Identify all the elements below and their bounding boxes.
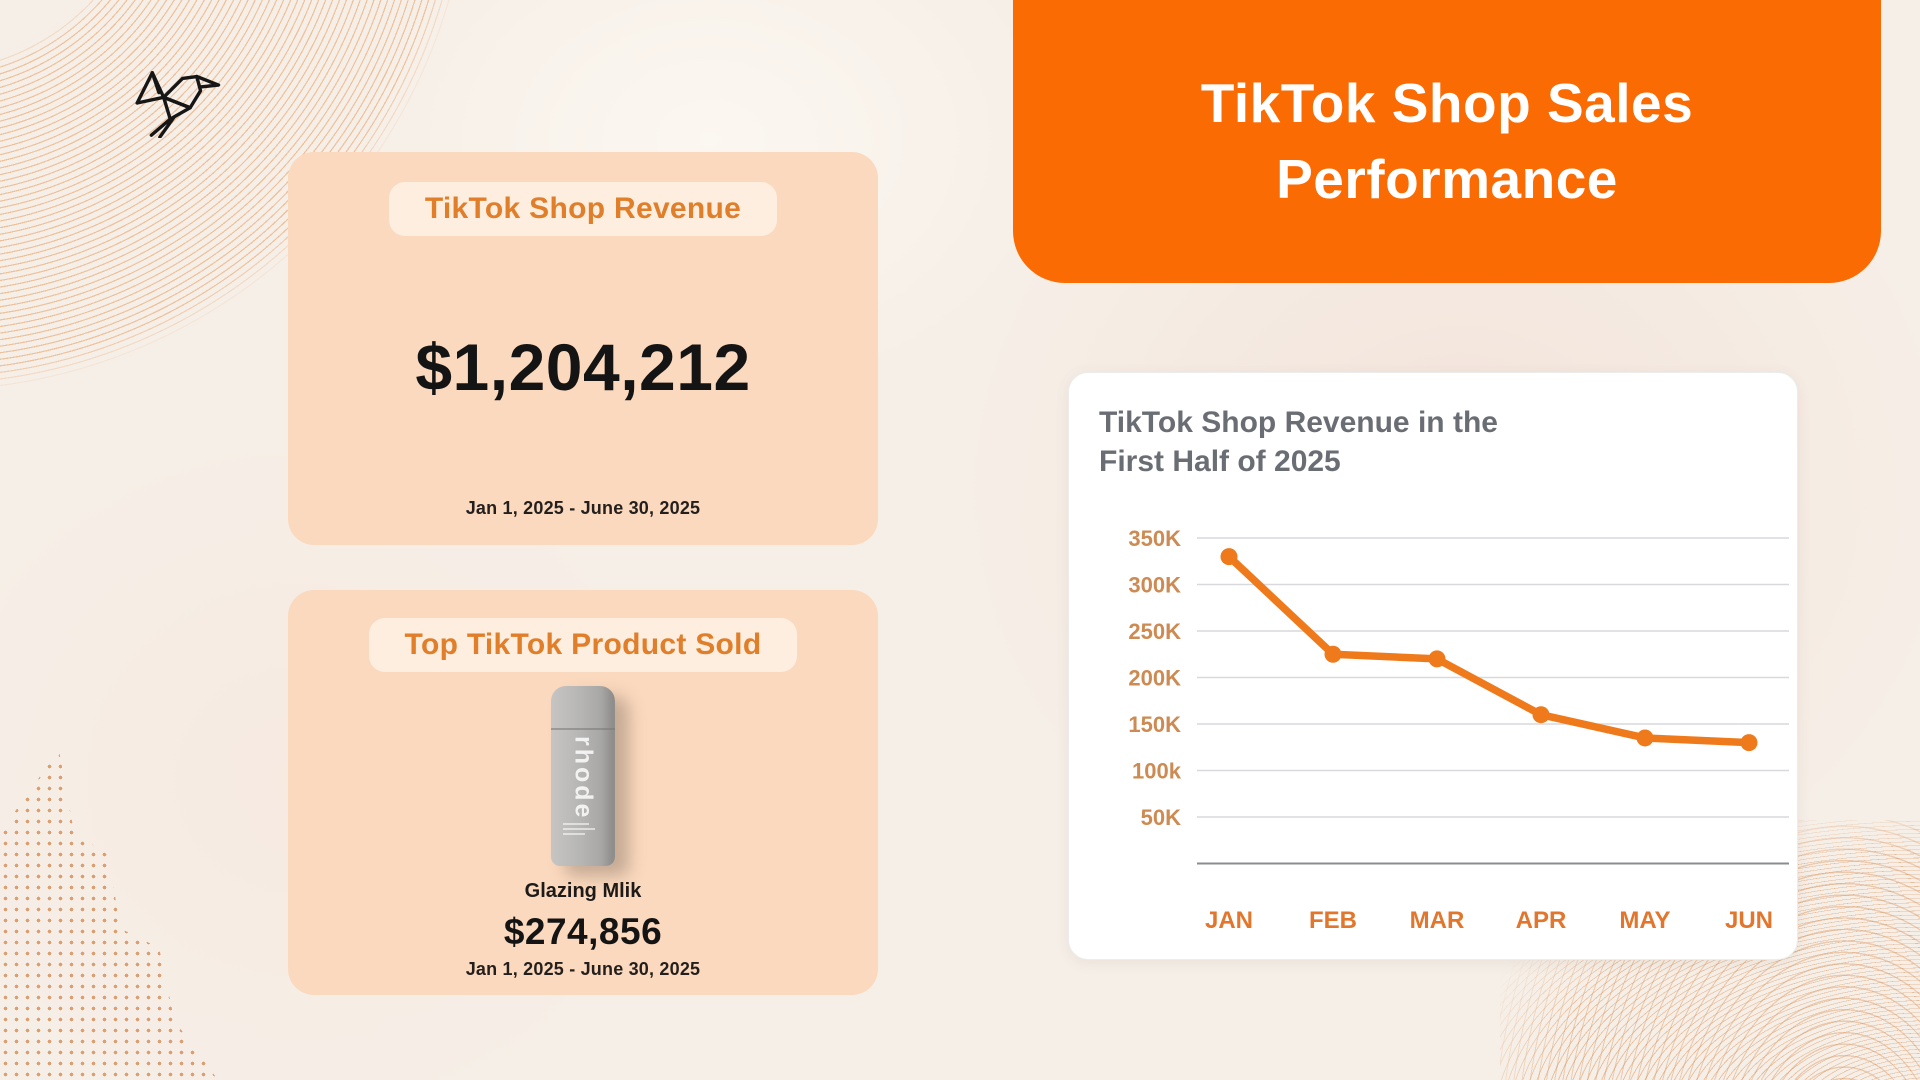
svg-text:100k: 100k	[1132, 759, 1182, 784]
svg-text:MAY: MAY	[1619, 907, 1670, 934]
svg-text:300K: 300K	[1128, 573, 1181, 598]
revenue-line-chart: TikTok Shop Revenue in the First Half of…	[1068, 372, 1798, 960]
halftone-dots-pattern	[0, 750, 218, 1080]
svg-text:MAR: MAR	[1410, 907, 1465, 934]
chart-title: TikTok Shop Revenue in the First Half of…	[1099, 406, 1498, 478]
product-bottle: rhode	[551, 686, 615, 866]
product-brand-label: rhode	[569, 736, 598, 821]
svg-text:JUN: JUN	[1725, 907, 1773, 934]
page-title: TikTok Shop Sales Performance	[1200, 71, 1694, 210]
header-banner: TikTok Shop Sales Performance	[1013, 0, 1881, 283]
svg-text:50K: 50K	[1141, 805, 1181, 830]
svg-text:150K: 150K	[1128, 712, 1181, 737]
svg-text:350K: 350K	[1128, 526, 1181, 551]
product-name: Glazing Mlik	[524, 880, 642, 902]
svg-text:FEB: FEB	[1309, 907, 1357, 934]
product-image: rhode Glazing Mlik	[524, 672, 642, 903]
product-sales-value: $274,856	[503, 911, 663, 952]
svg-text:JAN: JAN	[1205, 907, 1253, 934]
svg-text:250K: 250K	[1128, 619, 1181, 644]
revenue-period: Jan 1, 2025 - June 30, 2025	[465, 498, 701, 518]
svg-text:APR: APR	[1516, 907, 1567, 934]
svg-text:200K: 200K	[1128, 666, 1181, 691]
revenue-card-badge-label: TikTok Shop Revenue	[424, 192, 742, 225]
origami-hummingbird-icon	[135, 71, 221, 138]
line-chart-plot: 350K 300K 250K 200K 150K 100k 50K JAN FEB MAR APR M…	[1128, 526, 1789, 934]
product-label-text	[563, 823, 595, 835]
top-product-badge: Top TikTok Product Sold	[368, 618, 798, 672]
revenue-card-badge: TikTok Shop Revenue	[388, 182, 778, 236]
revenue-card: TikTok Shop Revenue $1,204,212 Jan 1, 20…	[288, 152, 878, 545]
top-product-card: Top TikTok Product Sold rhode Glazing Ml…	[288, 590, 878, 995]
revenue-total-value: $1,204,212	[415, 330, 751, 404]
product-period: Jan 1, 2025 - June 30, 2025	[465, 959, 701, 979]
top-product-badge-label: Top TikTok Product Sold	[404, 628, 762, 661]
